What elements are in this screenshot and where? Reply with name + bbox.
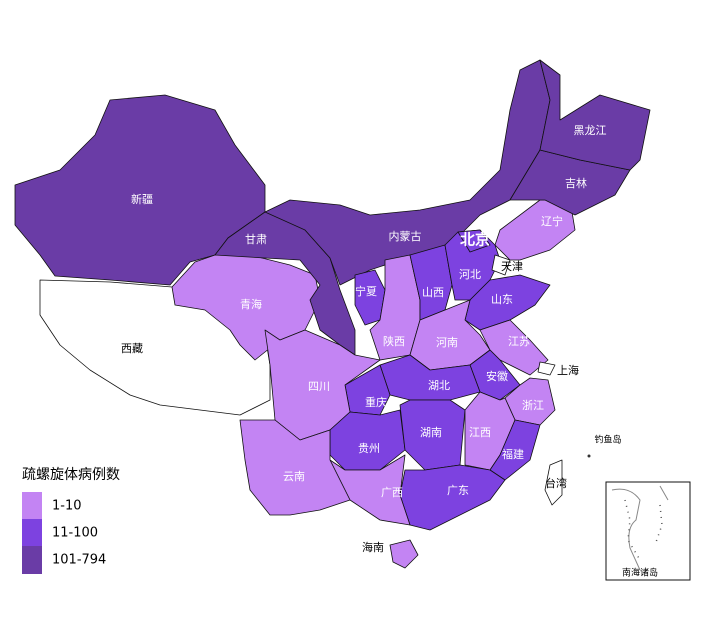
province-shape bbox=[539, 59, 651, 171]
legend-swatch bbox=[22, 519, 42, 547]
province-shape bbox=[389, 539, 419, 569]
province-label: 上海 bbox=[557, 363, 579, 377]
province-label: 天津 bbox=[501, 260, 523, 273]
island-label: 钓鱼岛 bbox=[594, 434, 621, 446]
province-label: 新疆 bbox=[131, 192, 153, 206]
province-label: 宁夏 bbox=[355, 284, 377, 298]
province-shape bbox=[491, 254, 511, 276]
province-label: 河北 bbox=[459, 268, 481, 281]
province-label: 内蒙古 bbox=[389, 229, 422, 243]
province-shape bbox=[457, 229, 491, 253]
province-shape bbox=[494, 199, 576, 261]
province-label: 贵州 bbox=[358, 442, 380, 455]
province-label: 西藏 bbox=[121, 342, 143, 355]
province-label: 湖北 bbox=[428, 379, 450, 392]
province-label: 北京 bbox=[460, 231, 490, 249]
province-label: 四川 bbox=[308, 380, 330, 393]
province-label: 江西 bbox=[469, 426, 491, 439]
legend-swatch bbox=[22, 492, 42, 520]
province-shape bbox=[399, 399, 466, 471]
province-shape bbox=[239, 419, 351, 516]
province-label: 山东 bbox=[491, 293, 513, 306]
inset-coast bbox=[611, 485, 669, 571]
legend-label: 1-10 bbox=[52, 499, 82, 514]
inset-label: 南海诸岛 bbox=[622, 567, 658, 579]
province-label: 辽宁 bbox=[541, 214, 563, 228]
province-label: 安徽 bbox=[486, 369, 508, 383]
province-label: 河南 bbox=[436, 336, 458, 349]
legend: 疏螺旋体病例数 1-10 11-100 101-794 bbox=[22, 467, 120, 574]
island-dot bbox=[587, 454, 591, 458]
province-shape bbox=[537, 361, 556, 376]
province-label: 台湾 bbox=[545, 476, 567, 490]
province-label: 江苏 bbox=[508, 335, 530, 348]
province-label: 云南 bbox=[283, 470, 305, 483]
province-label: 重庆 bbox=[365, 395, 387, 409]
province-label: 广东 bbox=[447, 484, 469, 497]
province-label: 吉林 bbox=[565, 176, 587, 190]
legend-title: 疏螺旋体病例数 bbox=[22, 467, 120, 483]
province-label: 山西 bbox=[422, 286, 444, 299]
province-label: 湖南 bbox=[420, 426, 442, 439]
south-sea-inset bbox=[605, 481, 691, 581]
province-label: 青海 bbox=[240, 297, 262, 311]
province-label: 黑龙江 bbox=[574, 124, 607, 137]
province-shape bbox=[544, 459, 563, 506]
province-shape bbox=[399, 464, 506, 531]
province-label: 福建 bbox=[502, 447, 524, 461]
legend-swatch bbox=[22, 546, 42, 574]
province-shape bbox=[464, 274, 551, 331]
inset-islands bbox=[624, 499, 663, 561]
province-label: 广西 bbox=[381, 486, 403, 499]
provinces bbox=[14, 59, 651, 569]
legend-label: 101-794 bbox=[52, 553, 106, 568]
legend-label: 11-100 bbox=[52, 526, 98, 541]
province-label: 陕西 bbox=[383, 334, 405, 348]
province-label: 浙江 bbox=[522, 399, 544, 412]
province-shape bbox=[329, 454, 411, 526]
province-label: 海南 bbox=[362, 540, 384, 554]
province-label: 甘肃 bbox=[245, 233, 267, 246]
